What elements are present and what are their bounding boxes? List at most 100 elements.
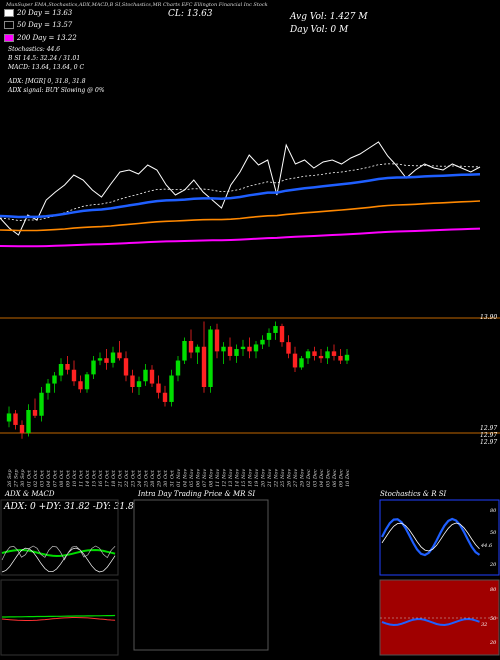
x-axis-label: 21 Oct [118,469,124,488]
intraday-panel-frame [133,499,269,651]
candle-body [227,346,233,356]
candle-body [214,329,220,352]
candle-body [175,360,181,376]
x-axis-labels: 26 Sep 27 Sep 30 Sep 01 Oct 02 Oct 03 Oct 04 O… [7,469,351,488]
price-level-bot2-label: 12.97 [480,432,498,439]
candle-body [344,354,350,361]
candle-body [240,346,246,350]
candle-body [273,326,278,333]
candle-body [260,339,265,345]
x-axis-label: 08 Nov [209,469,215,487]
legend-200day-label: 200 Day = 13.22 [17,34,77,42]
candle-body [162,392,168,402]
price-line [0,141,481,236]
candle-body [312,351,317,356]
macd-line [2,614,116,618]
x-axis-label: 27 Nov [293,469,299,488]
x-axis-label: 04 Dec [319,469,325,487]
candle-body [286,342,291,354]
candle-body [208,329,213,387]
candle-body [182,341,187,361]
candle-body [39,392,44,416]
macd-stat: MACD: 13.64, 13.64, 0 C [8,64,85,71]
price-level-bot1-label: 12.97 [480,425,498,432]
x-axis-label: 01 Oct [27,469,33,487]
stoch-value: 44.6 [481,543,493,549]
stochastics-panel-frame [379,499,500,576]
stochastics-lines [381,517,481,557]
candle-body [143,369,148,382]
x-axis-label: 15 Oct [92,469,98,487]
x-axis-label: 11 Oct [79,469,85,487]
x-axis-label: 30 Oct [163,469,169,487]
ema20-line [0,163,480,221]
macd-lines [1,614,116,621]
stoch-k-line [381,517,481,557]
candle-body [266,332,272,340]
x-axis-label: 27 Sep [14,469,20,488]
x-axis-label: 03 Dec [313,469,319,487]
candle-body [234,349,239,356]
adx-line [1,548,116,558]
legend-20day: 20 Day = 13.63 [4,9,72,17]
candle-body [149,369,155,384]
candle-body [299,358,304,368]
x-axis-label: 23 Oct [131,469,137,488]
legend-50day-label: 50 Day = 13.57 [17,21,73,29]
price-level-top-label: 13.90 [480,314,498,321]
legend-200day: 200 Day = 13.22 [4,34,77,42]
x-axis-label: 09 Dec [339,469,345,487]
rsi-tick-50: 50 [490,616,497,622]
ema100-line [0,200,481,232]
x-axis-label: 13 Nov [228,469,234,487]
candle-body [91,360,96,375]
rsi-tick-20: 20 [490,640,497,646]
x-axis-label: 05 Dec [326,469,332,487]
candle-body [325,351,330,359]
x-axis-label: 22 Nov [274,469,280,488]
candle-body [195,346,200,353]
candle-body [58,364,64,376]
x-axis-label: 30 Sep [20,469,26,487]
adx-panel-title: ADX & MACD [5,490,55,498]
candle-body [292,353,298,368]
x-axis-label: 18 Oct [111,469,117,487]
adx-signal-stat: ADX signal: BUY Slowing @ 0% [8,87,105,94]
x-axis-label: 09 Oct [66,469,72,487]
x-axis-label: 15 Nov [241,469,247,487]
candle-body [104,358,109,363]
x-axis-label: 10 Dec [345,469,351,487]
x-axis-label: 02 Dec [306,469,312,487]
x-axis-label: 21 Nov [267,469,273,488]
candle-body [338,355,343,361]
candle-body [45,383,51,393]
ema-lines [0,141,481,248]
ema200-line [0,227,481,248]
macd-panel-frame [0,579,119,656]
x-axis-label: 06 Dec [332,469,338,487]
candle-body [78,381,83,390]
candle-body [71,369,77,382]
day-vol-label: Day Vol: 0 M [290,25,349,35]
candle-body [221,346,226,352]
stoch-panel-title: Stochastics & R SI [380,490,447,498]
candle-body [136,381,142,387]
adx-panel-values: ADX: 0 +DY: 31.82 -DY: 31.82 [4,502,140,512]
stoch-tick-80: 80 [490,508,497,514]
legend-20day-swatch [4,9,14,17]
x-axis-label: 10 Oct [72,469,78,487]
x-axis-label: 01 Nov [176,469,182,487]
x-axis-label: 07 Nov [202,469,208,487]
x-axis-label: 20 Nov [261,469,267,488]
main-price-chart: 26 Sep 27 Sep 30 Sep 01 Oct 02 Oct 03 Oct 04 O… [0,141,500,488]
candle-body [130,375,135,387]
rsi-value: 32 [481,622,488,628]
x-axis-label: 31 Oct [170,469,176,487]
x-axis-label: 06 Nov [196,469,202,487]
candle-body [19,424,25,433]
x-axis-label: 03 Oct [40,469,46,487]
candle-body [305,351,311,359]
stoch-tick-50: 50 [490,530,497,536]
rsi-line [381,617,480,627]
candle-body [32,410,38,416]
